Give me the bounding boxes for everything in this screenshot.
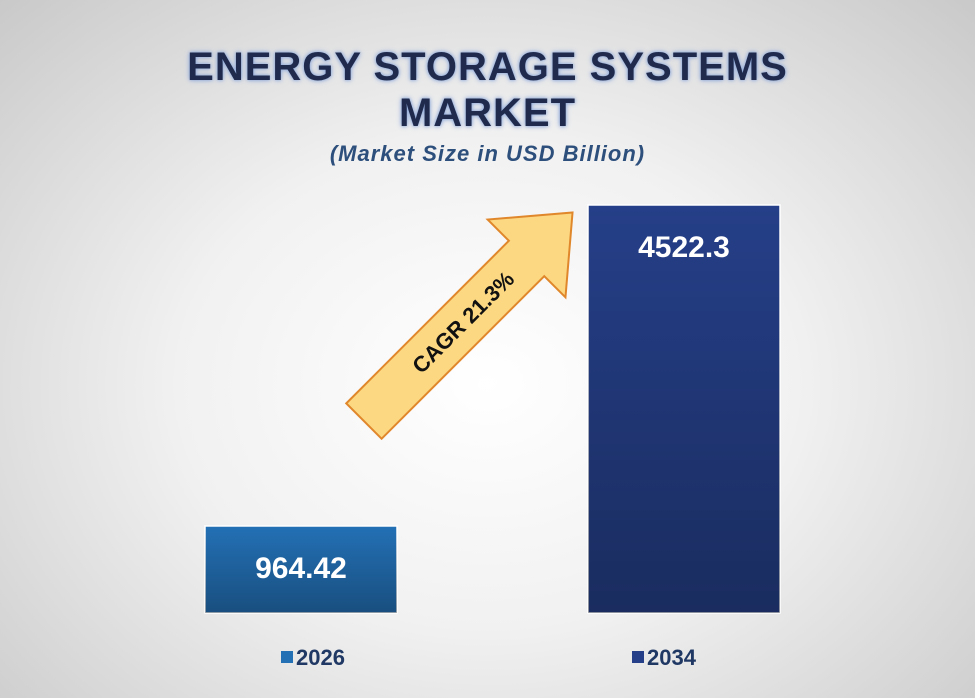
value-label: 4522.3: [638, 231, 730, 264]
annotation: CAGR 21.3%: [407, 266, 519, 378]
cagr-arrow: CAGR 21.3%: [344, 211, 574, 441]
legend-label: 2034: [647, 645, 697, 670]
bar: [587, 204, 781, 614]
chart-title: ENERGY STORAGE SYSTEMS MARKET: [187, 45, 788, 135]
chart-subtitle: (Market Size in USD Billion): [329, 141, 646, 166]
legend-swatch: [632, 651, 644, 663]
legend-swatch: [281, 651, 293, 663]
legend-label: 2026: [296, 645, 345, 670]
value-label: 964.42: [255, 552, 347, 585]
